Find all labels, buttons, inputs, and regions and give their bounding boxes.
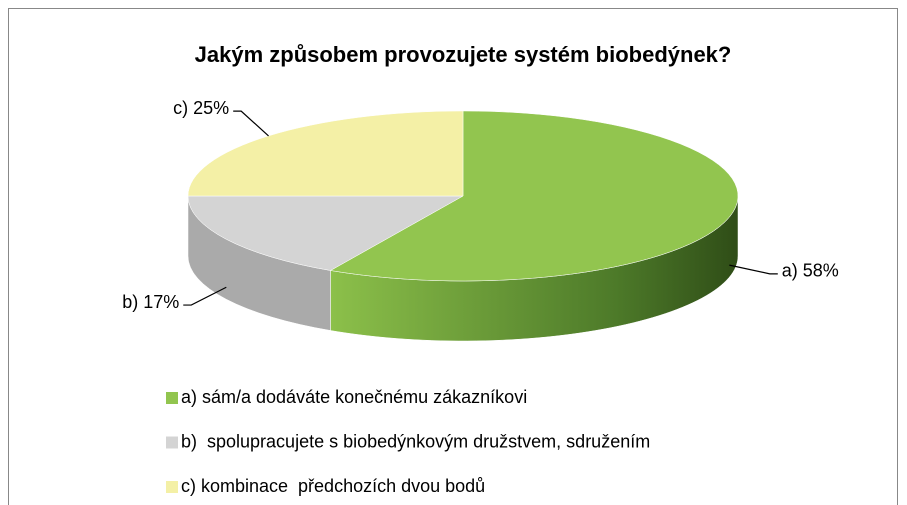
slice — [187, 110, 464, 197]
legend-swatch — [166, 436, 178, 449]
legend-label: c) kombinace předchozích dvou bodů — [181, 476, 485, 496]
legend-swatch — [166, 392, 178, 404]
data-label: a) 58% — [782, 261, 839, 281]
leader-line — [729, 264, 778, 275]
legend-swatch — [166, 481, 178, 493]
data-label: b) 17% — [122, 292, 179, 312]
legend-label: b) spolupracujete s biobedýnkovým družst… — [181, 431, 650, 451]
chart-frame — [8, 8, 898, 505]
chart-title: Jakým způsobem provozujete systém biobed… — [195, 42, 732, 67]
slice — [329, 110, 739, 282]
legend-label: a) sám/a dodáváte konečnému zákazníkovi — [181, 387, 527, 407]
slice — [187, 195, 464, 271]
data-label: c) 25% — [173, 98, 229, 118]
leader-line — [183, 286, 227, 306]
leader-line — [233, 110, 269, 137]
